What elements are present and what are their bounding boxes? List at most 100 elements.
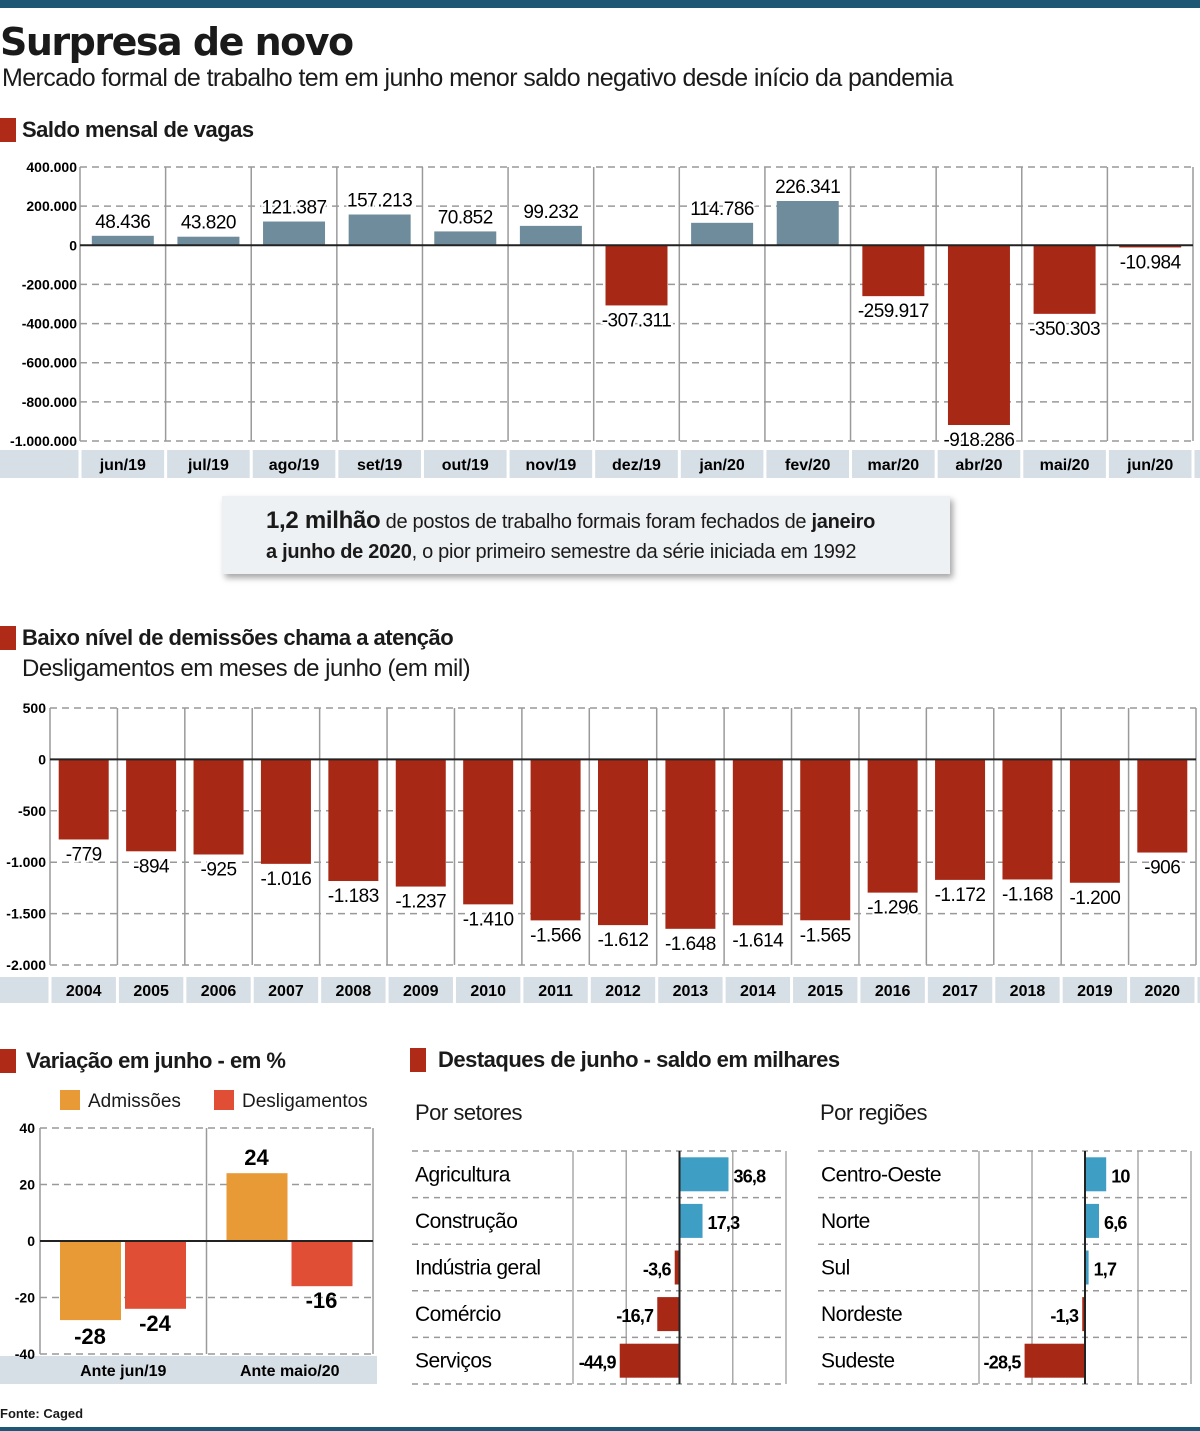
legend-label: Admissões [88, 1091, 181, 1112]
callout-box: 1,2 milhão de postos de trabalho formais… [222, 496, 950, 574]
x-tick-label: 2018 [1010, 983, 1046, 1000]
bar [665, 759, 716, 929]
x-tick-label: Ante maio/20 [240, 1363, 340, 1380]
bar [800, 759, 851, 921]
data-label: 157.213 [347, 191, 412, 212]
callout-text: , o pior primeiro semestre da série inic… [411, 541, 857, 563]
y-tick-label: -1.000.000 [10, 433, 77, 449]
x-tick-label: ago/19 [269, 457, 320, 474]
category-band [0, 977, 1200, 1003]
bar [1085, 1203, 1099, 1238]
y-tick-label: 500 [23, 700, 47, 716]
y-tick-label: 0 [69, 237, 77, 253]
x-tick-label: out/19 [442, 457, 489, 474]
bar [177, 236, 240, 246]
x-tick-label: 2006 [201, 983, 237, 1000]
bar [1002, 759, 1053, 880]
bar [1085, 1250, 1089, 1285]
bar [619, 1343, 680, 1378]
x-tick-label: Ante jun/19 [80, 1363, 166, 1380]
data-label: -1.183 [328, 886, 379, 907]
data-label: -1.016 [261, 869, 312, 890]
y-tick-label: -20 [15, 1290, 35, 1306]
bar [679, 1203, 703, 1238]
section-marker [0, 626, 16, 650]
data-label: -16,7 [616, 1306, 654, 1326]
section-marker [410, 1048, 426, 1072]
bar [679, 1157, 729, 1192]
callout-bold: janeiro [811, 511, 876, 533]
chart3-title: Variação em junho - em % [26, 1048, 286, 1073]
data-label: -16 [306, 1288, 338, 1313]
legend-item-desligamentos: Desligamentos [214, 1090, 368, 1113]
bar [519, 225, 582, 246]
data-label: -1.237 [395, 892, 446, 913]
bar [867, 759, 918, 893]
data-label: -44,9 [579, 1353, 617, 1373]
bar [1119, 245, 1182, 248]
x-tick-label: 2014 [740, 983, 776, 1000]
bar [862, 245, 925, 297]
x-tick-label: abr/20 [955, 457, 1002, 474]
x-tick-label: mai/20 [1040, 457, 1090, 474]
bar [947, 245, 1010, 426]
data-label: -10.984 [1120, 252, 1182, 273]
chart1-title: Saldo mensal de vagas [22, 117, 254, 142]
data-label: 1,7 [1094, 1260, 1117, 1280]
x-tick-label: 2015 [807, 983, 843, 1000]
callout-text: de postos de trabalho formais foram fech… [380, 511, 812, 533]
bottom-accent-bar [0, 1427, 1200, 1431]
chart2-title: Baixo nível de demissões chama a atenção [22, 625, 454, 650]
data-label: -1.612 [598, 930, 649, 951]
data-label: 121.387 [261, 198, 326, 219]
x-tick-label: 2012 [605, 983, 641, 1000]
data-label: 226.341 [775, 177, 840, 198]
bar [776, 200, 839, 246]
category-band [0, 1356, 377, 1384]
legend-swatch [60, 1090, 80, 1110]
bar [1137, 759, 1188, 853]
x-tick-label: 2020 [1144, 983, 1180, 1000]
panel-title-setores: Por setores [415, 1100, 523, 1125]
x-tick-label: 2010 [470, 983, 506, 1000]
data-label: 6,6 [1104, 1213, 1127, 1233]
panel-title-regioes: Por regiões [820, 1100, 928, 1125]
data-label: -24 [139, 1311, 172, 1336]
bar [1085, 1157, 1107, 1192]
bar [126, 759, 177, 852]
y-tick-label: -1.500 [6, 906, 46, 922]
row-label: Agricultura [415, 1163, 511, 1186]
y-tick-label: 40 [19, 1120, 35, 1136]
bar [226, 1173, 288, 1241]
page-title: Surpresa de novo [0, 20, 354, 64]
data-label: -1.200 [1069, 888, 1120, 909]
y-tick-label: 200.000 [26, 198, 77, 214]
y-tick-label: -200.000 [22, 276, 77, 292]
data-label: -1.172 [935, 885, 986, 906]
bar [732, 759, 783, 926]
x-tick-label: 2013 [673, 983, 709, 1000]
y-tick-label: 400.000 [26, 159, 77, 175]
y-tick-label: 0 [38, 751, 46, 767]
bar [935, 759, 986, 880]
y-tick-label: -800.000 [22, 394, 77, 410]
data-label: -1.296 [867, 898, 918, 919]
data-label: -1.566 [530, 925, 581, 946]
x-tick-label: jul/19 [187, 457, 229, 474]
callout-highlight: 1,2 milhão [266, 507, 381, 534]
chart4-title: Destaques de junho - saldo em milhares [438, 1047, 840, 1072]
bar [530, 759, 581, 921]
data-label: 10 [1111, 1166, 1130, 1186]
bar [691, 222, 754, 246]
x-tick-label: 2019 [1077, 983, 1113, 1000]
data-label: -925 [201, 859, 237, 880]
y-tick-label: -2.000 [6, 957, 46, 973]
bar [91, 235, 154, 246]
data-label: 24 [244, 1145, 269, 1170]
bar [598, 759, 648, 926]
data-label: -3,6 [643, 1260, 672, 1280]
row-label: Sudeste [821, 1350, 895, 1373]
x-tick-label: dez/19 [612, 457, 661, 474]
callout-bold: a junho de 2020 [266, 541, 412, 563]
